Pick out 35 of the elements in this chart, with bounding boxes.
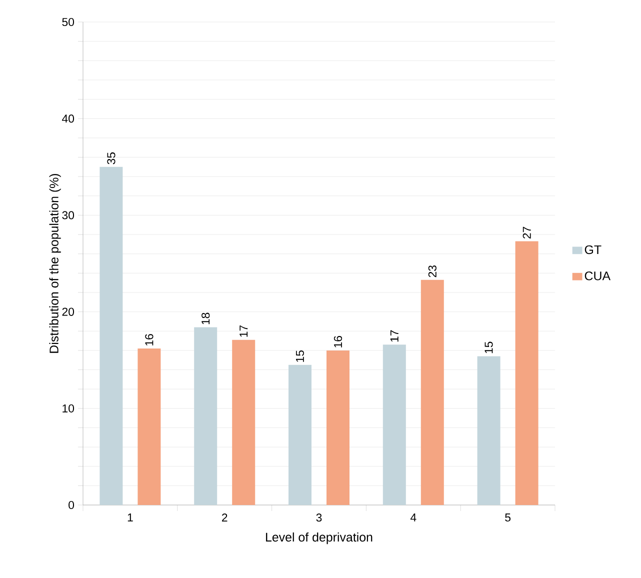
legend-label: CUA: [584, 272, 611, 280]
y-axis-title: Distribution of the population (%): [49, 174, 61, 353]
bar: [100, 166, 123, 505]
x-tick-label: 1: [128, 514, 133, 522]
bar: [138, 348, 161, 505]
y-tick-label: 0: [68, 500, 74, 510]
data-label: 35: [107, 152, 116, 164]
data-label: 23: [428, 265, 436, 278]
bar: [477, 356, 500, 505]
bar: [382, 344, 406, 505]
y-tick-label: 30: [62, 211, 74, 220]
data-label: 17: [240, 325, 248, 337]
x-tick-label: 5: [505, 514, 511, 522]
x-tick-label: 3: [316, 514, 322, 522]
bar: [194, 327, 218, 505]
x-tick-label: 4: [410, 514, 416, 522]
bar: [420, 280, 444, 505]
x-axis-title: Level of deprivation: [266, 532, 372, 544]
data-label: 15: [484, 342, 493, 354]
data-label: 27: [522, 226, 531, 238]
data-label: 18: [202, 312, 210, 324]
y-tick-label: 20: [62, 308, 74, 316]
data-label: 16: [145, 334, 154, 346]
data-label: 15: [296, 350, 304, 362]
data-label: 16: [334, 336, 342, 348]
bar: [326, 350, 350, 505]
legend-label: GT: [584, 245, 602, 254]
y-tick-label: 40: [62, 114, 74, 123]
y-tick-label: 50: [62, 18, 74, 26]
y-tick-label: 10: [62, 404, 74, 412]
bar: [232, 340, 256, 505]
bar: [288, 364, 312, 505]
data-label: 17: [390, 330, 398, 342]
x-tick-label: 2: [222, 514, 228, 522]
bar: [515, 241, 538, 505]
